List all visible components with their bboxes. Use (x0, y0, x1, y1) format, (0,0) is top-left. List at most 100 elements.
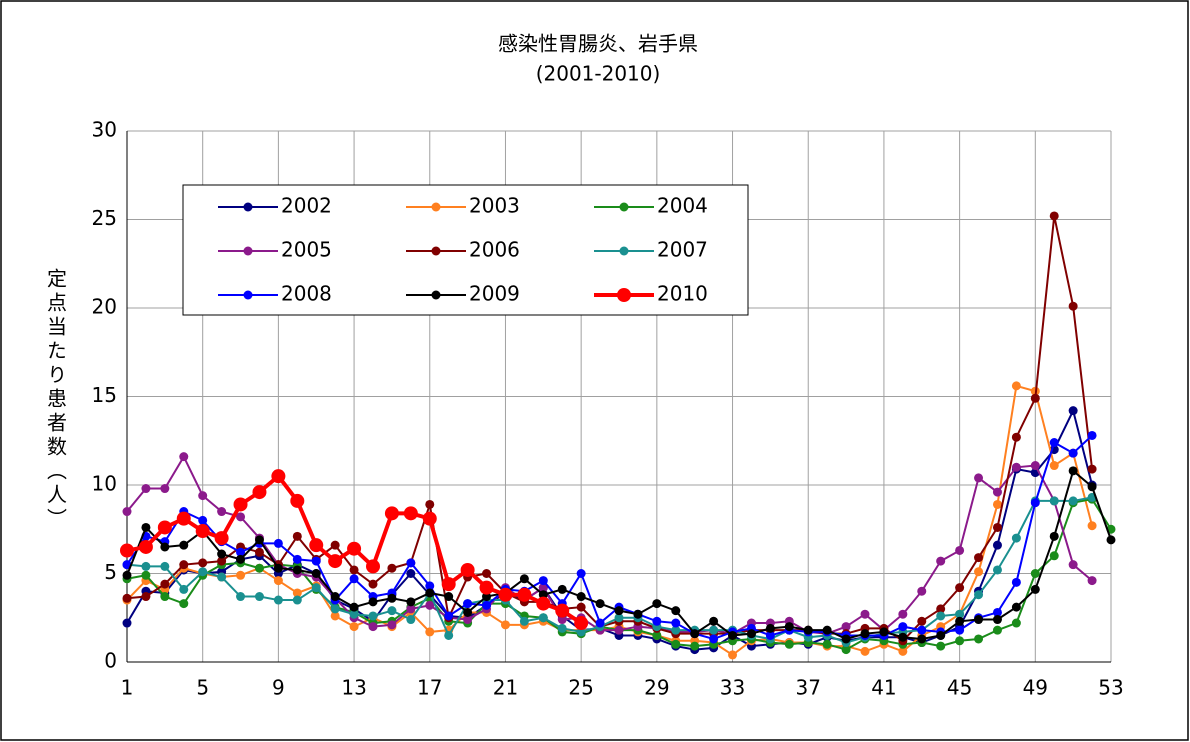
data-point (614, 613, 624, 623)
data-point (368, 611, 378, 621)
data-point (157, 520, 172, 535)
data-point (1087, 464, 1097, 474)
data-point (160, 561, 170, 571)
data-point (195, 524, 210, 539)
y-tick-label: 15 (92, 383, 117, 407)
data-point (141, 561, 151, 571)
data-point (860, 646, 870, 656)
data-point (460, 562, 475, 577)
data-point (822, 639, 832, 649)
data-point (311, 583, 321, 593)
data-point (519, 574, 529, 584)
chart-subtitle: (2001-2010) (536, 62, 661, 86)
data-point (482, 569, 492, 578)
data-point (254, 592, 264, 602)
x-tick-label: 53 (1098, 676, 1123, 700)
legend-marker (243, 246, 253, 256)
data-point (425, 581, 435, 591)
data-point (444, 592, 454, 602)
data-point (122, 507, 132, 517)
data-point (254, 547, 264, 557)
legend-marker (243, 202, 253, 212)
data-point (273, 595, 283, 605)
data-point (690, 641, 700, 651)
data-point (292, 565, 302, 575)
data-point (479, 580, 494, 595)
x-tick-label: 5 (196, 676, 209, 700)
data-point (387, 563, 397, 573)
series-line (126, 496, 1093, 644)
x-tick-label: 45 (947, 676, 972, 700)
data-point (1049, 438, 1059, 448)
data-point (860, 609, 870, 619)
data-point (955, 636, 965, 646)
data-point (690, 629, 700, 639)
data-point (1030, 584, 1040, 594)
data-point (1049, 211, 1059, 221)
data-point (198, 567, 208, 577)
data-point (992, 607, 1002, 617)
data-point (974, 567, 984, 577)
data-point (179, 560, 189, 570)
data-point (1011, 577, 1021, 587)
data-point (1049, 531, 1059, 541)
data-point (557, 623, 567, 633)
data-point (974, 634, 984, 644)
legend-label: 2009 (469, 282, 520, 306)
data-point (898, 646, 908, 656)
data-point (311, 569, 321, 578)
data-point (330, 611, 340, 621)
data-point (538, 576, 548, 586)
data-point (614, 606, 624, 616)
data-point (368, 597, 378, 607)
data-point (728, 650, 738, 660)
data-point (538, 613, 548, 623)
data-point (138, 539, 153, 554)
data-point (236, 512, 246, 522)
data-point (1068, 301, 1078, 311)
legend-label: 2007 (657, 238, 708, 262)
data-point (992, 499, 1002, 509)
data-point (1011, 462, 1021, 472)
data-point (122, 593, 132, 603)
data-point (1087, 430, 1097, 440)
y-tick-label: 5 (104, 560, 117, 584)
data-point (936, 604, 946, 614)
data-point (652, 599, 662, 609)
data-point (538, 583, 548, 593)
legend-label: 2004 (657, 194, 708, 218)
data-point (898, 609, 908, 619)
data-point (517, 587, 532, 602)
data-point (955, 583, 965, 593)
data-point (917, 625, 927, 635)
x-tick-label: 33 (720, 676, 745, 700)
data-point (349, 602, 359, 612)
data-point (955, 545, 965, 555)
data-point (425, 600, 435, 610)
data-point (992, 540, 1002, 550)
data-point (1068, 466, 1078, 476)
data-point (595, 599, 605, 609)
data-point (403, 506, 418, 521)
legend-marker (619, 202, 629, 212)
data-point (1011, 533, 1021, 543)
data-point (330, 540, 340, 550)
data-point (233, 497, 248, 512)
data-point (444, 611, 454, 621)
data-point (614, 625, 624, 635)
data-point (992, 625, 1002, 635)
data-point (176, 511, 191, 526)
data-point (273, 563, 283, 573)
data-point (500, 620, 510, 630)
legend-label: 2010 (657, 282, 708, 306)
x-tick-label: 17 (417, 676, 442, 700)
data-point (841, 645, 851, 655)
data-point (387, 593, 397, 603)
data-point (709, 616, 719, 626)
data-point (765, 630, 775, 640)
data-point (444, 630, 454, 640)
data-point (555, 603, 570, 618)
data-point (309, 538, 324, 553)
data-point (936, 611, 946, 621)
y-tick-label: 30 (92, 118, 117, 142)
